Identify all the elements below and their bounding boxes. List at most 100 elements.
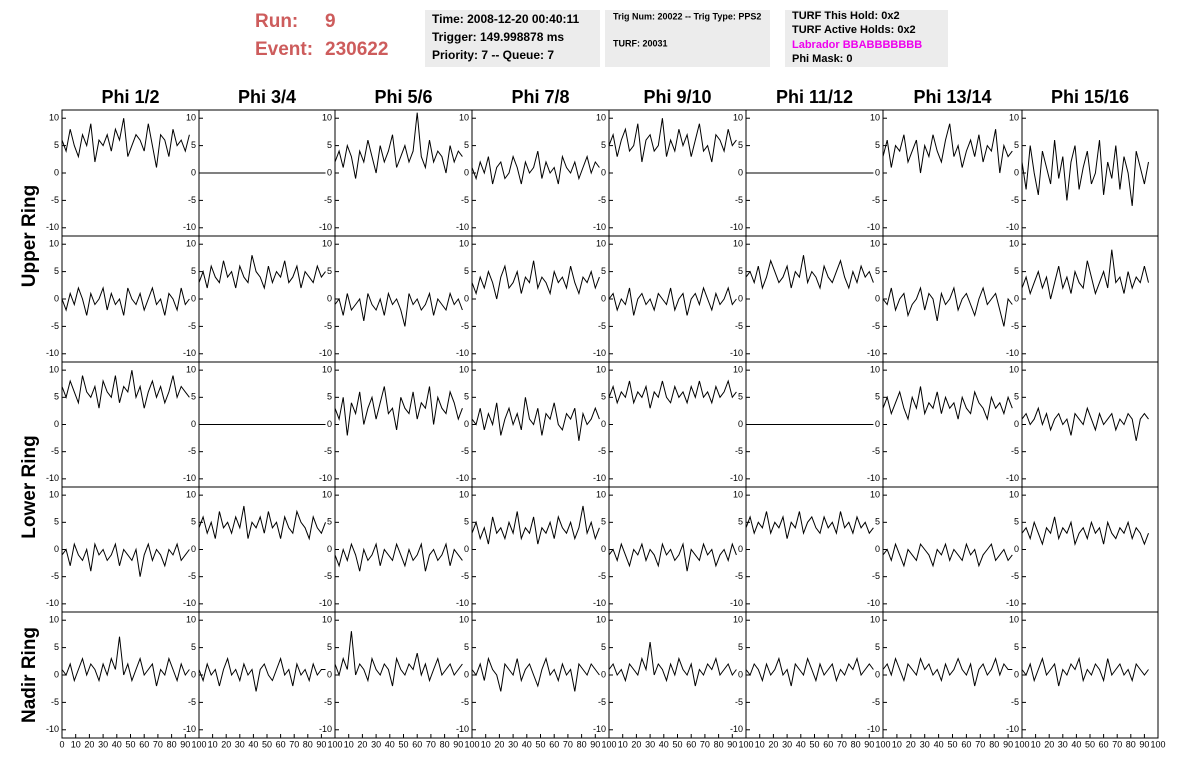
- y-tick-label: 10: [322, 365, 332, 375]
- panel-frame: [198, 235, 336, 363]
- waveform: [608, 118, 737, 163]
- panel-frame: [334, 235, 473, 363]
- y-tick-label: -10: [1006, 598, 1019, 608]
- waveform: [745, 511, 874, 539]
- y-tick-label: 5: [738, 517, 743, 527]
- x-tick-label: 40: [248, 739, 258, 749]
- x-tick-label: 10: [71, 739, 81, 749]
- y-tick-label: 5: [327, 266, 332, 276]
- phi-mask: Phi Mask: 0: [792, 53, 853, 65]
- y-tick-label: -5: [461, 571, 469, 581]
- y-tick-label: 5: [738, 392, 743, 402]
- y-tick-label: -10: [730, 724, 743, 734]
- y-tick-label: 10: [322, 490, 332, 500]
- y-tick-label: 0: [54, 293, 59, 303]
- x-tick-label: 80: [1126, 739, 1136, 749]
- y-tick-label: 5: [191, 392, 196, 402]
- panel-frame: [882, 109, 1023, 237]
- y-tick-label: -10: [867, 222, 880, 232]
- x-tick-label: 70: [563, 739, 573, 749]
- waveform: [1021, 516, 1149, 546]
- y-tick-label: -10: [319, 473, 332, 483]
- y-tick-label: 5: [191, 266, 196, 276]
- labrador: Labrador BBABBBBBBB: [792, 39, 922, 51]
- x-tick-label: 80: [167, 739, 177, 749]
- x-tick-label: 80: [577, 739, 587, 749]
- x-tick-label: 10: [1031, 739, 1041, 749]
- x-tick-label: 90: [180, 739, 190, 749]
- x-tick-label: 40: [934, 739, 944, 749]
- y-tick-label: 5: [601, 517, 606, 527]
- y-tick-label: 5: [1014, 642, 1019, 652]
- panel-frame: [608, 611, 747, 739]
- y-tick-label: 10: [1009, 239, 1019, 249]
- y-tick-label: -10: [867, 598, 880, 608]
- x-tick-label: 70: [1112, 739, 1122, 749]
- time: Time: 2008-12-20 00:40:11: [432, 12, 580, 26]
- x-tick-label: 20: [84, 739, 94, 749]
- waveform: [61, 370, 190, 409]
- panel-frame: [882, 611, 1023, 739]
- panel-frame: [1021, 611, 1159, 739]
- x-tick-label: 90: [1139, 739, 1149, 749]
- trigger: Trigger: 149.998878 ms: [432, 30, 564, 44]
- x-tick-label: 100: [191, 739, 206, 749]
- panel-frame: [608, 361, 747, 488]
- waveform: [198, 255, 326, 290]
- y-tick-label: 10: [1009, 490, 1019, 500]
- y-tick-label: 0: [464, 293, 469, 303]
- x-tick-label: 20: [906, 739, 916, 749]
- x-tick-label: 20: [357, 739, 367, 749]
- x-tick-label: 80: [714, 739, 724, 749]
- x-tick-label: 40: [1071, 739, 1081, 749]
- x-tick-label: 90: [864, 739, 874, 749]
- waveform: [471, 150, 600, 185]
- x-tick-label: 70: [153, 739, 163, 749]
- y-tick-label: -10: [730, 348, 743, 358]
- waveform: [608, 379, 737, 409]
- x-tick-label: 50: [262, 739, 272, 749]
- y-tick-label: -5: [872, 321, 880, 331]
- y-tick-label: 0: [1014, 419, 1019, 429]
- x-tick-label: 10: [755, 739, 765, 749]
- y-tick-label: 10: [733, 615, 743, 625]
- x-tick-label: 60: [1099, 739, 1109, 749]
- y-tick-label: -5: [461, 321, 469, 331]
- y-tick-label: 10: [459, 239, 469, 249]
- x-tick-label: 50: [947, 739, 957, 749]
- y-tick-label: 10: [459, 490, 469, 500]
- x-tick-label: 70: [426, 739, 436, 749]
- panel-frame: [745, 486, 884, 613]
- waveform: [608, 542, 737, 572]
- y-tick-label: -5: [872, 446, 880, 456]
- y-tick-label: -5: [598, 321, 606, 331]
- waveform: [882, 656, 1013, 687]
- waveform: [1021, 249, 1149, 300]
- panel-frame: [1021, 486, 1159, 613]
- y-tick-label: -10: [46, 473, 59, 483]
- y-tick-label: -10: [867, 724, 880, 734]
- waveform: [198, 656, 326, 692]
- y-tick-label: 0: [464, 544, 469, 554]
- x-tick-label: 70: [975, 739, 985, 749]
- y-tick-label: 5: [327, 392, 332, 402]
- y-tick-label: 5: [191, 517, 196, 527]
- y-tick-label: 5: [464, 266, 469, 276]
- y-tick-label: 5: [191, 140, 196, 150]
- column-title: Phi 1/2: [101, 87, 159, 107]
- y-tick-label: 0: [464, 419, 469, 429]
- y-tick-label: 5: [1014, 140, 1019, 150]
- y-tick-label: -10: [1006, 724, 1019, 734]
- y-tick-label: 5: [54, 642, 59, 652]
- priority: Priority: 7 -- Queue: 7: [432, 48, 554, 62]
- y-tick-label: 0: [327, 669, 332, 679]
- y-tick-label: -10: [867, 473, 880, 483]
- y-tick-label: 0: [601, 167, 606, 177]
- waveform: [882, 123, 1013, 174]
- panel-frame: [882, 486, 1023, 613]
- y-tick-label: -10: [593, 724, 606, 734]
- y-tick-label: 0: [601, 544, 606, 554]
- x-tick-label: 100: [1014, 739, 1029, 749]
- y-tick-label: 5: [54, 140, 59, 150]
